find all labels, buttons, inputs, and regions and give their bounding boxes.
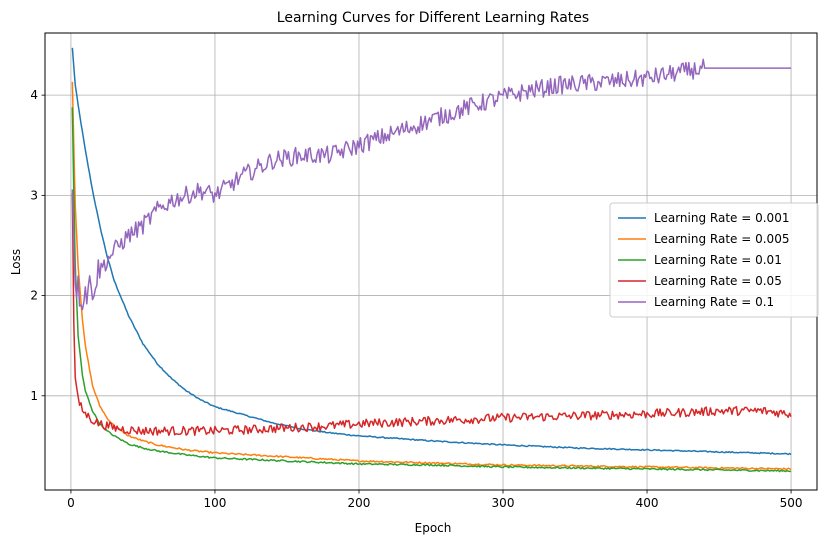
legend-label-0: Learning Rate = 0.001	[654, 211, 789, 225]
legend-label-1: Learning Rate = 0.005	[654, 232, 789, 246]
legend: Learning Rate = 0.001 Learning Rate = 0.0…	[609, 202, 819, 318]
series-line-1	[71, 81, 792, 471]
legend-label-4: Learning Rate = 0.1	[654, 295, 774, 309]
x-tick-label-3: 300	[492, 496, 515, 510]
series-line-0	[71, 47, 792, 456]
series-line-4	[71, 58, 792, 311]
chart-title: Learning Curves for Different Learning R…	[277, 10, 589, 26]
x-tick-label-0: 0	[67, 496, 75, 510]
series-line-2	[71, 107, 792, 473]
legend-label-3: Learning Rate = 0.05	[654, 274, 782, 288]
x-tick-label-4: 400	[636, 496, 659, 510]
series-lines	[71, 47, 792, 473]
series-line-3	[71, 193, 792, 437]
legend-box	[609, 202, 819, 318]
x-tick-label-2: 200	[348, 496, 371, 510]
x-tick-label-1: 100	[204, 496, 227, 510]
x-axis-label: Epoch	[415, 521, 452, 535]
y-axis-label: Loss	[9, 249, 23, 275]
x-tick-label-5: 500	[780, 496, 803, 510]
y-tick-label-1: 2	[30, 289, 38, 303]
y-tick-label-0: 1	[30, 389, 38, 403]
legend-label-2: Learning Rate = 0.01	[654, 253, 782, 267]
y-tick-label-3: 4	[30, 88, 38, 102]
y-tick-label-2: 3	[30, 188, 38, 202]
axis-ticks: 0 100 200 300 400 500 1 2 3 4	[30, 88, 802, 510]
